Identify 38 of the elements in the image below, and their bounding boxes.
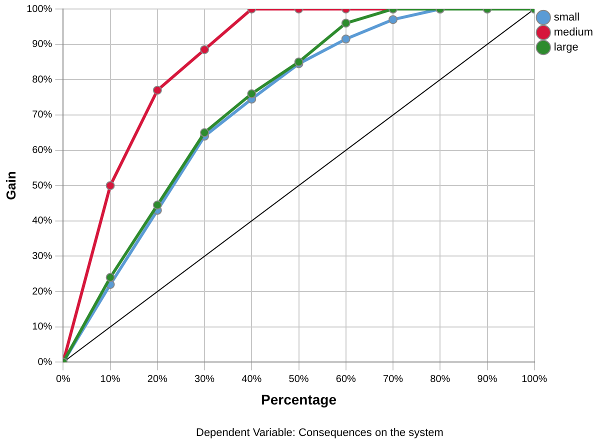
y-tick-label: 90% bbox=[32, 39, 52, 50]
y-tick-label: 40% bbox=[32, 216, 52, 227]
x-tick-label: 80% bbox=[430, 374, 450, 385]
point bbox=[341, 18, 350, 28]
legend-label: medium bbox=[554, 26, 593, 39]
y-tick-label: 30% bbox=[32, 250, 52, 262]
point bbox=[388, 15, 398, 24]
text: Dependent Variable: Consequences on the system bbox=[196, 427, 444, 439]
point bbox=[200, 128, 210, 138]
point bbox=[152, 86, 162, 95]
x-tick-label: 100% bbox=[522, 374, 548, 385]
x-tick-label: 30% bbox=[194, 374, 215, 385]
x-tick-label: 0% bbox=[56, 374, 71, 385]
x-tick-label: 20% bbox=[147, 374, 168, 385]
point bbox=[106, 272, 115, 282]
y-tick-label: 70% bbox=[32, 110, 52, 121]
y-tick-label: 0% bbox=[38, 356, 52, 368]
y-tick-label: 60% bbox=[32, 145, 52, 156]
legend-label: small bbox=[554, 12, 580, 24]
point bbox=[106, 181, 115, 190]
y-tick-label: 80% bbox=[32, 74, 52, 86]
x-axis-title: Percentage bbox=[261, 391, 337, 408]
x-tick-label: 60% bbox=[336, 374, 356, 385]
point bbox=[152, 200, 162, 210]
y-tick-label: 10% bbox=[32, 322, 52, 333]
x-tick-label: 10% bbox=[100, 374, 120, 385]
y-tick-label: 20% bbox=[32, 286, 52, 298]
point bbox=[341, 34, 350, 44]
x-tick-label: 90% bbox=[477, 374, 498, 385]
legend-label: large bbox=[554, 42, 578, 54]
x-tick-label: 70% bbox=[383, 374, 404, 385]
y-tick-label: 50% bbox=[32, 180, 52, 192]
x-tick-label: 50% bbox=[288, 374, 309, 385]
point bbox=[247, 89, 256, 98]
y-axis-title: Gain bbox=[3, 171, 18, 200]
point bbox=[200, 45, 210, 54]
x-tick-label: 40% bbox=[242, 374, 262, 385]
y-tick-label: 100% bbox=[26, 4, 52, 15]
